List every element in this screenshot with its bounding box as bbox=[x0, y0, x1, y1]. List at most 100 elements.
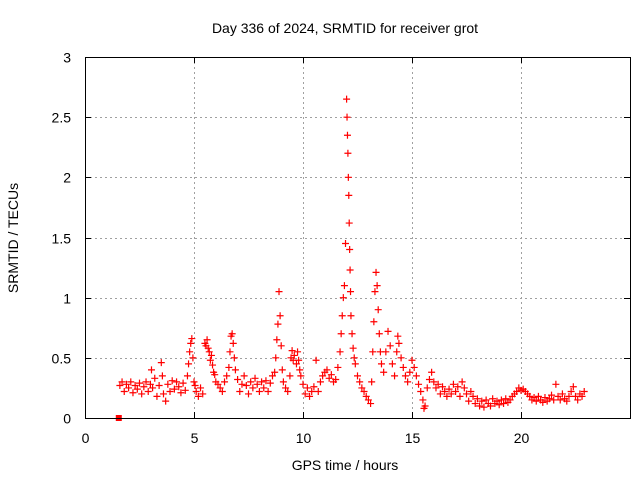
data-point bbox=[173, 378, 181, 386]
data-point bbox=[343, 113, 351, 121]
data-point bbox=[356, 378, 364, 386]
data-point bbox=[149, 384, 157, 392]
data-point bbox=[192, 388, 200, 396]
data-point bbox=[425, 375, 433, 383]
data-point bbox=[539, 398, 547, 406]
data-point bbox=[240, 372, 248, 380]
data-point bbox=[563, 397, 571, 405]
data-point bbox=[189, 354, 197, 362]
data-point bbox=[207, 351, 215, 359]
data-point bbox=[146, 380, 154, 388]
data-point bbox=[343, 131, 351, 139]
data-point bbox=[482, 396, 490, 404]
data-point bbox=[471, 400, 479, 408]
data-point bbox=[125, 384, 133, 392]
data-point bbox=[221, 378, 229, 386]
data-point bbox=[417, 388, 425, 396]
y-tick-label: 1 bbox=[63, 291, 71, 307]
data-point bbox=[374, 306, 382, 314]
data-point bbox=[296, 366, 304, 374]
data-point bbox=[286, 372, 294, 380]
data-point bbox=[316, 378, 324, 386]
data-point bbox=[486, 402, 494, 410]
data-point bbox=[351, 360, 359, 368]
data-point bbox=[231, 366, 239, 374]
y-tick-label: 1.5 bbox=[52, 231, 72, 247]
data-point bbox=[118, 378, 126, 386]
data-point bbox=[364, 396, 372, 404]
data-point bbox=[399, 363, 407, 371]
data-point bbox=[144, 388, 152, 396]
data-point bbox=[449, 380, 457, 388]
data-point bbox=[228, 330, 236, 338]
data-point bbox=[344, 149, 352, 157]
data-point bbox=[558, 390, 566, 398]
data-point bbox=[567, 388, 575, 396]
data-point bbox=[432, 384, 440, 392]
data-point bbox=[264, 388, 272, 396]
data-point bbox=[155, 382, 163, 390]
data-point bbox=[170, 385, 178, 393]
data-point bbox=[158, 372, 166, 380]
data-point bbox=[467, 388, 475, 396]
data-point bbox=[421, 402, 429, 410]
data-point bbox=[292, 360, 300, 368]
data-point bbox=[545, 395, 553, 403]
data-point bbox=[188, 335, 196, 343]
data-point bbox=[452, 388, 460, 396]
data-point bbox=[500, 400, 508, 408]
data-point bbox=[358, 384, 366, 392]
data-point bbox=[229, 339, 237, 347]
data-point bbox=[308, 388, 316, 396]
data-point bbox=[454, 383, 462, 391]
data-point bbox=[272, 354, 280, 362]
data-point bbox=[445, 385, 453, 393]
data-point bbox=[274, 320, 282, 328]
data-point bbox=[443, 392, 451, 400]
data-point bbox=[223, 372, 231, 380]
data-point bbox=[430, 378, 438, 386]
data-point bbox=[205, 348, 213, 356]
y-tick-label: 2 bbox=[63, 170, 71, 186]
data-point bbox=[260, 384, 268, 392]
data-point bbox=[476, 402, 484, 410]
data-point bbox=[253, 380, 261, 388]
data-point bbox=[133, 385, 141, 393]
data-point bbox=[131, 382, 139, 390]
data-point bbox=[166, 388, 174, 396]
data-point bbox=[297, 372, 305, 380]
data-point bbox=[288, 347, 296, 355]
data-point bbox=[312, 356, 320, 364]
data-point bbox=[284, 388, 292, 396]
data-point bbox=[334, 363, 342, 371]
data-point bbox=[506, 396, 514, 404]
data-point bbox=[371, 288, 379, 296]
data-point bbox=[197, 384, 205, 392]
data-point bbox=[380, 368, 388, 376]
data-point bbox=[386, 342, 394, 350]
data-point bbox=[526, 392, 534, 400]
data-point bbox=[230, 354, 238, 362]
data-point bbox=[282, 384, 290, 392]
data-point bbox=[369, 348, 377, 356]
data-point bbox=[388, 360, 396, 368]
data-point bbox=[199, 390, 207, 398]
data-point bbox=[129, 389, 137, 397]
data-point bbox=[347, 312, 355, 320]
data-point bbox=[127, 378, 135, 386]
data-point bbox=[478, 397, 486, 405]
data-point bbox=[406, 368, 414, 376]
data-point bbox=[377, 360, 385, 368]
data-point bbox=[373, 282, 381, 290]
data-point bbox=[580, 388, 588, 396]
data-point bbox=[554, 392, 562, 400]
data-point bbox=[332, 375, 340, 383]
data-point bbox=[142, 378, 150, 386]
axes: 0 0.5 1 1.5 2 2.5 3 0 5 10 15 20 bbox=[52, 50, 630, 446]
data-point bbox=[255, 388, 263, 396]
data-point bbox=[370, 318, 378, 326]
x-tick-label: 5 bbox=[191, 430, 199, 446]
data-point bbox=[294, 348, 302, 356]
data-point bbox=[209, 361, 217, 369]
